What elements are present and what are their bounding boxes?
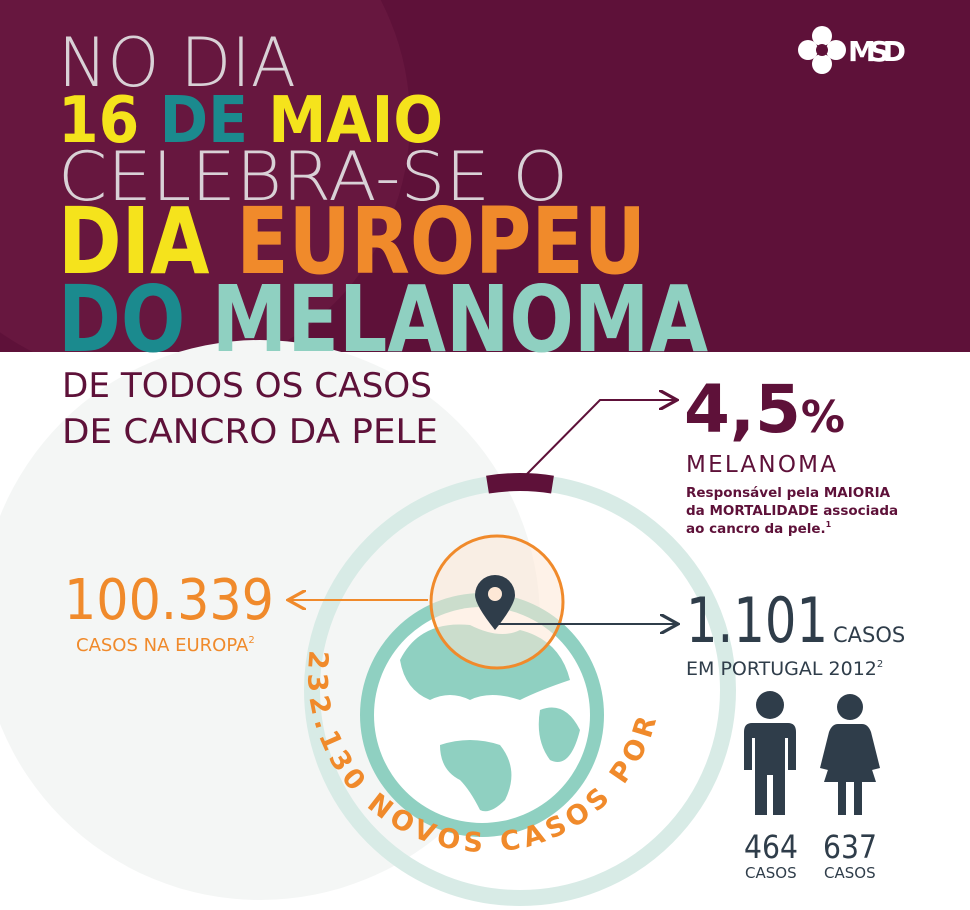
title-word: DE <box>160 84 248 158</box>
pin <box>475 575 515 630</box>
percent: 4,5% <box>684 371 845 448</box>
melanoma-label: MELANOMA <box>686 452 836 478</box>
men-value: 464 <box>744 828 798 866</box>
arrow <box>524 400 675 477</box>
title-line: DIA EUROPEU <box>58 188 646 295</box>
note-line: Responsável pela MAIORIA <box>686 485 891 501</box>
note-text: ao cancro da pele. <box>686 521 826 537</box>
man-icon <box>744 691 796 815</box>
logo: MSD <box>798 26 906 74</box>
woman-icon <box>820 694 880 815</box>
ring-segment <box>486 473 554 494</box>
title-line: 16 DE MAIO <box>58 84 443 158</box>
label-text: CASOS NA EUROPA <box>76 635 249 656</box>
intro-line: DE TODOS OS CASOS <box>62 366 432 406</box>
intro-line: DE CANCRO DA PELE <box>62 412 438 452</box>
title-line: NO DIA <box>58 24 296 103</box>
europe-label: CASOS NA EUROPA2 <box>76 635 255 656</box>
percent-sign: % <box>801 392 845 443</box>
europe-value: 100.339 <box>64 568 274 633</box>
superscript: 2 <box>877 659 883 670</box>
title-word: DO <box>58 266 185 373</box>
portugal-unit: CASOS <box>833 623 905 647</box>
title-word: 16 <box>58 84 139 158</box>
women-label: CASOS <box>824 864 876 882</box>
title-word: DIA <box>58 188 210 295</box>
portugal-value: 1.101 <box>686 584 828 657</box>
men-label: CASOS <box>745 864 797 882</box>
label-text: EM PORTUGAL 2012 <box>686 658 877 680</box>
logo-text: MSD <box>848 35 906 68</box>
title-word: EUROPEU <box>236 188 646 295</box>
band-shape <box>0 0 410 380</box>
note-line: da MORTALIDADE associada <box>686 503 898 519</box>
superscript: 2 <box>248 635 254 646</box>
title-line: CELEBRA-SE O <box>58 138 568 217</box>
title-word: MAIO <box>268 84 443 158</box>
note-line: ao cancro da pele.1 <box>686 520 832 537</box>
superscript: 1 <box>826 520 832 529</box>
portugal-label: EM PORTUGAL 20122 <box>686 658 883 680</box>
percent-value: 4,5 <box>684 371 801 448</box>
women-value: 637 <box>823 828 877 866</box>
title-line: DO MELANOMA <box>58 266 708 373</box>
title-word: MELANOMA <box>212 266 708 373</box>
